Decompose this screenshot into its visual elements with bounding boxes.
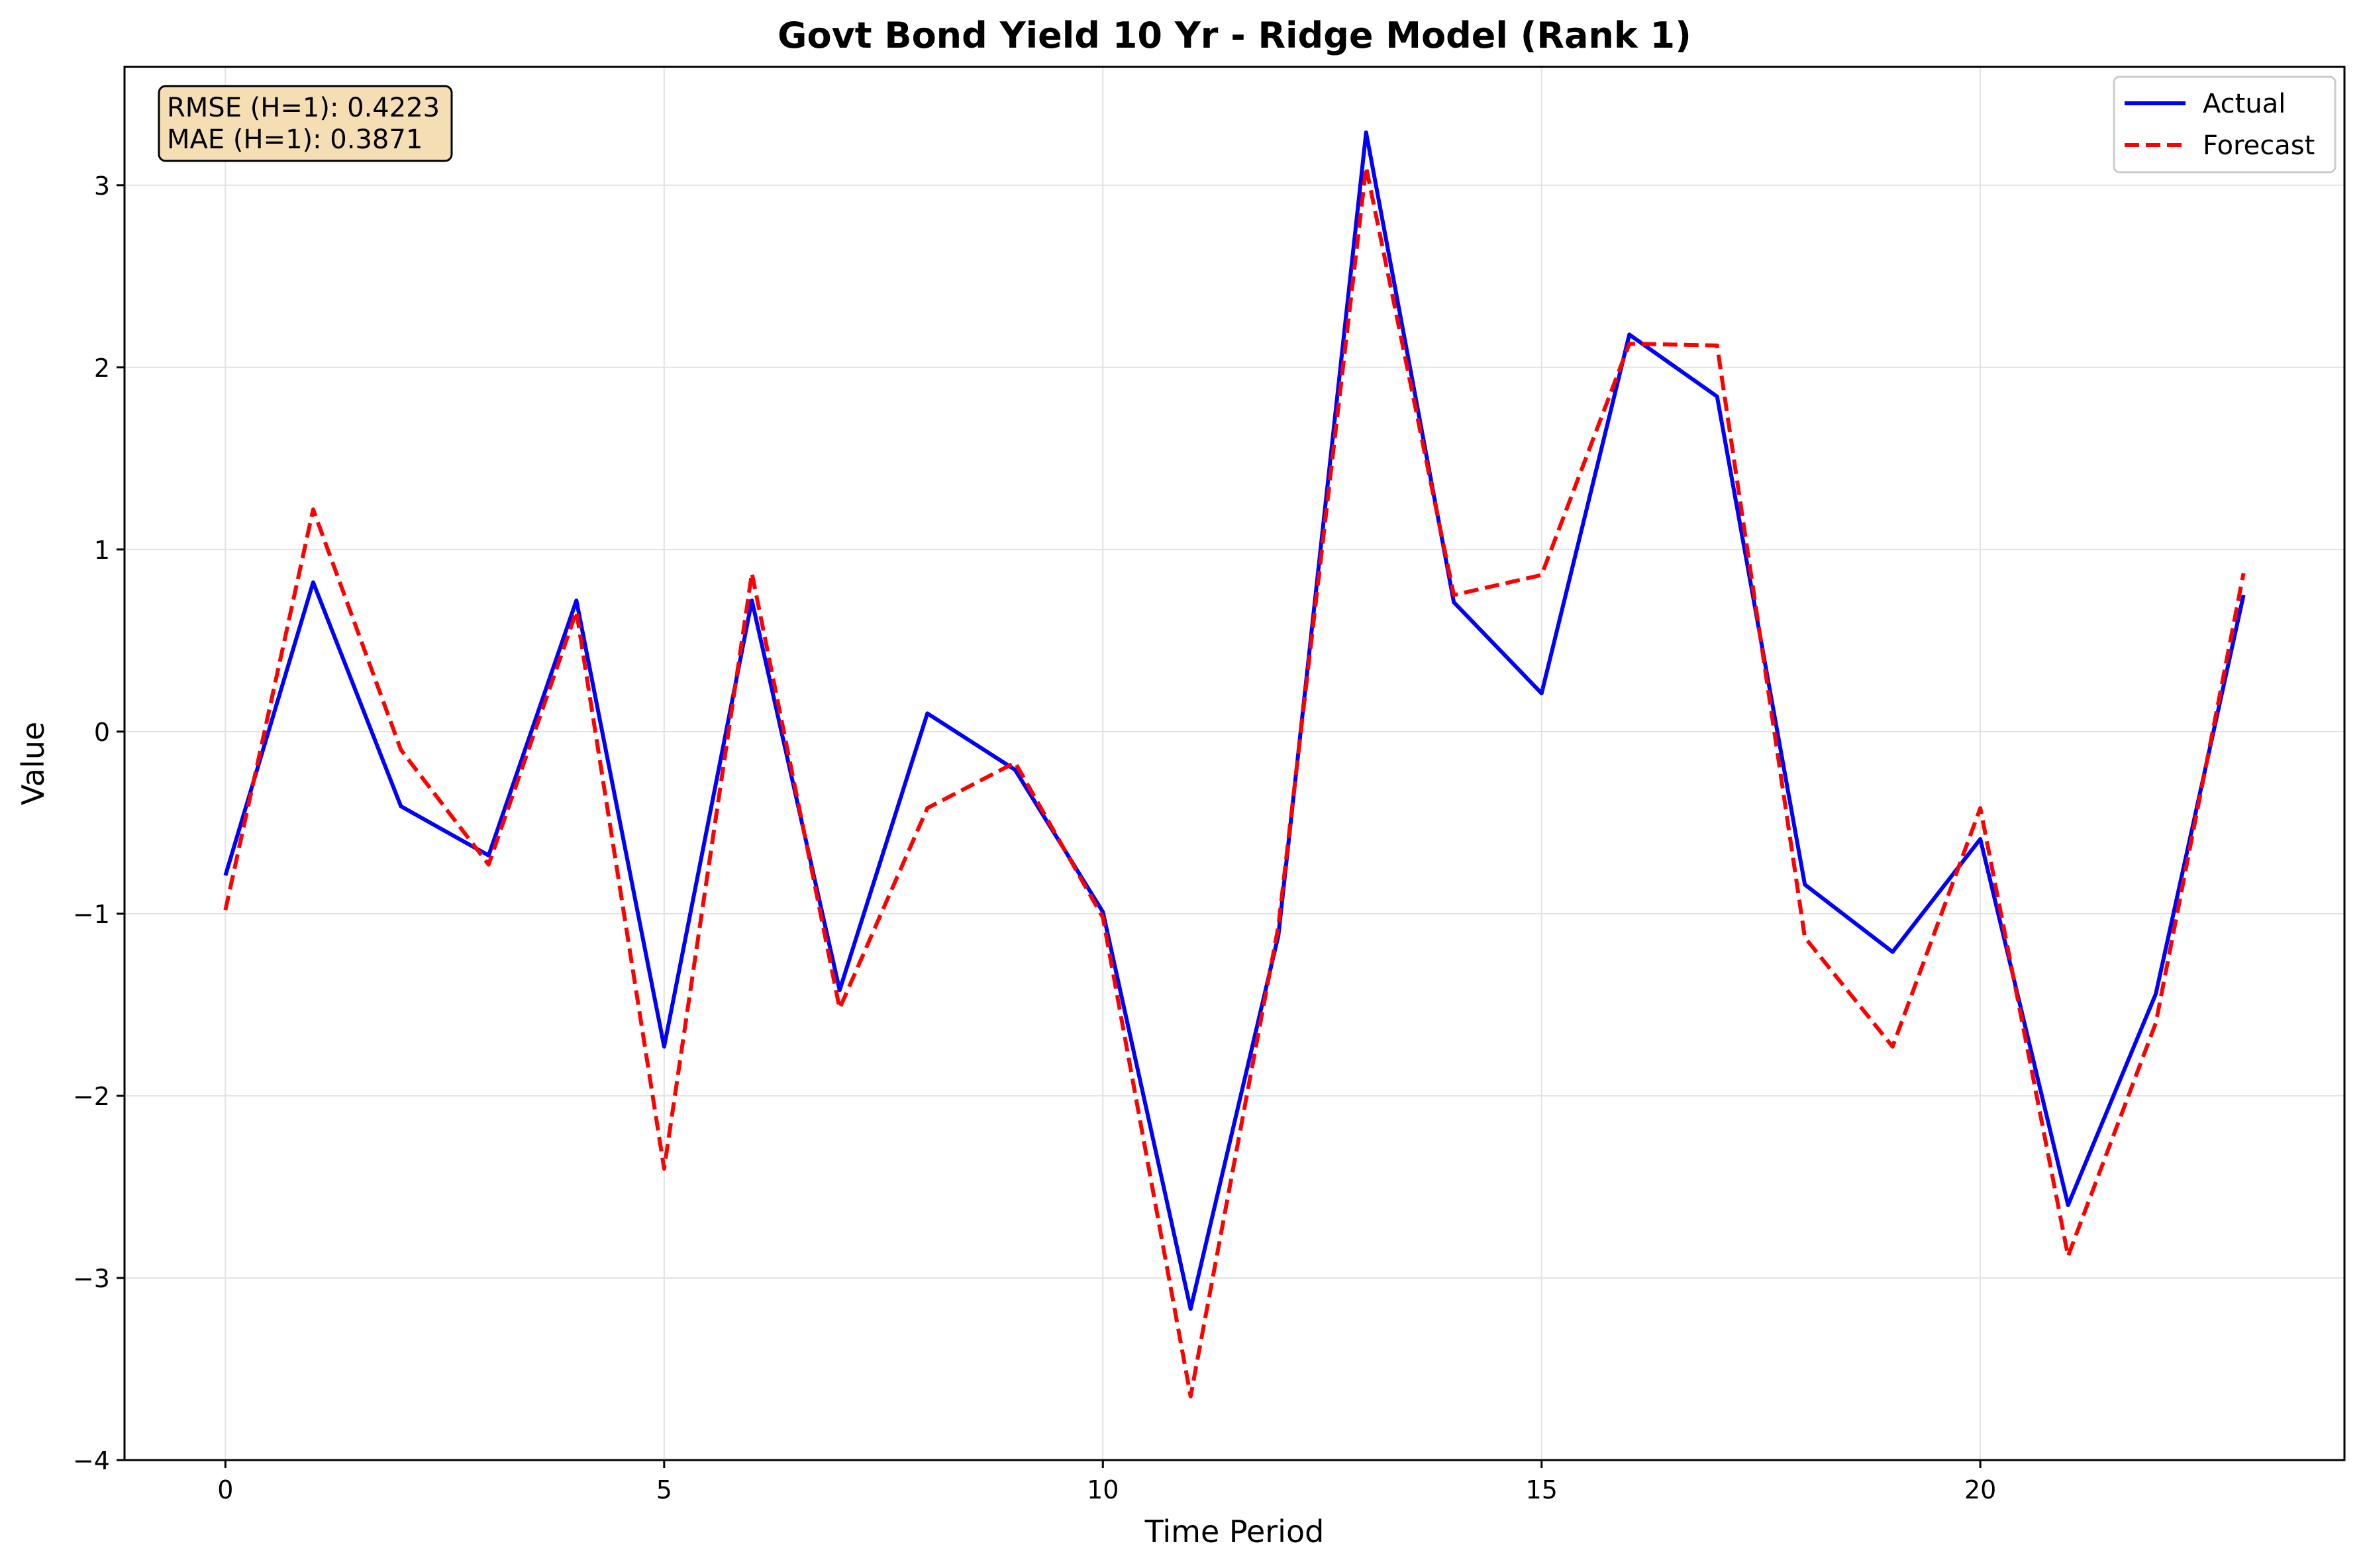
y-tick-label: 2 — [94, 354, 110, 383]
legend: Actual Forecast — [2113, 75, 2337, 173]
y-tick-label: 1 — [94, 536, 110, 565]
legend-label-actual: Actual — [2203, 89, 2286, 119]
plot-frame — [123, 66, 2346, 1461]
y-tick-label: −2 — [73, 1082, 110, 1111]
y-tick-label: −4 — [73, 1446, 110, 1475]
metrics-box-background — [158, 85, 453, 162]
x-axis-label: Time Period — [1144, 1514, 1325, 1549]
metrics-annotation: RMSE (H=1): 0.4223 MAE (H=1): 0.3871 — [158, 85, 453, 162]
series-line-actual — [223, 130, 2246, 1311]
y-tick-label: −3 — [73, 1264, 110, 1293]
rmse-label: RMSE (H=1): 0.4223 — [167, 93, 440, 123]
x-tick-label: 20 — [1964, 1475, 1996, 1504]
chart-title: Govt Bond Yield 10 Yr - Ridge Model (Ran… — [778, 15, 1691, 56]
x-tick-label: 0 — [217, 1475, 233, 1504]
legend-frame — [2113, 75, 2337, 173]
x-tick-label: 15 — [1526, 1475, 1558, 1504]
y-tick-label: −1 — [73, 900, 110, 929]
legend-label-forecast: Forecast — [2203, 130, 2315, 161]
mae-label: MAE (H=1): 0.3871 — [167, 124, 423, 155]
y-axis: −4 −3 −2 −1 0 1 2 3 — [73, 172, 125, 1475]
y-tick-label: 3 — [94, 172, 110, 201]
series-line-forecast — [223, 165, 2246, 1398]
x-tick-label: 10 — [1087, 1475, 1119, 1504]
x-axis: 0 5 10 15 20 — [217, 1460, 1996, 1504]
y-tick-label: 0 — [94, 718, 110, 747]
x-tick-label: 5 — [656, 1475, 672, 1504]
y-axis-label: Value — [15, 722, 51, 805]
series-layer — [223, 130, 2246, 1398]
